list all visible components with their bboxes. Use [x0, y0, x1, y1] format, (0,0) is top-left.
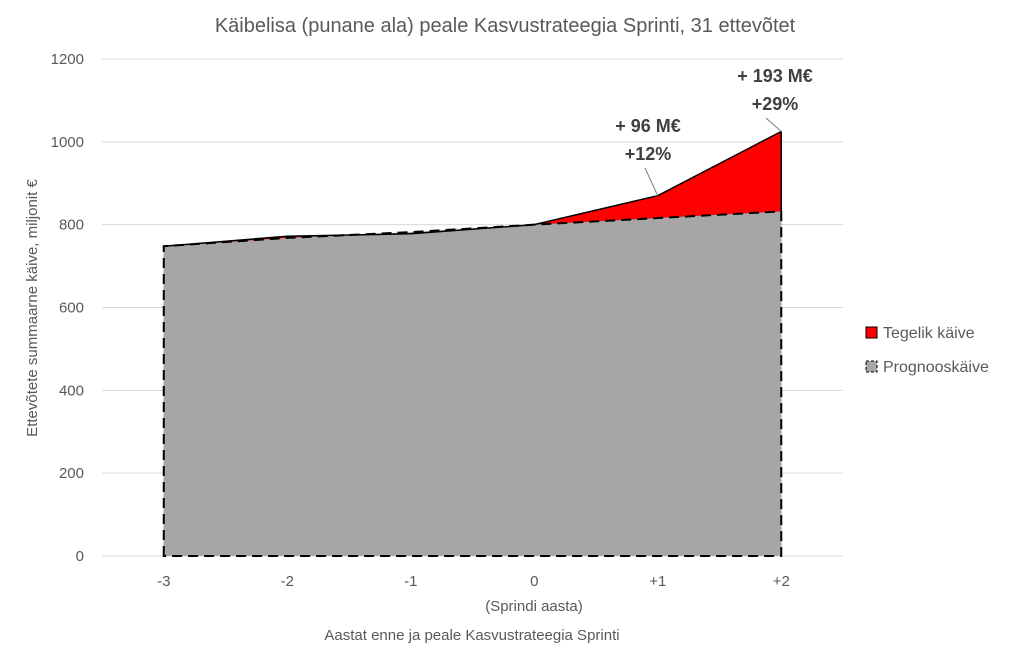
legend-swatch-forecast [865, 360, 878, 373]
x-tick-label: -3 [157, 573, 170, 590]
x-axis-ticks: -3 -2 -1 0 +1 +2 [157, 573, 790, 590]
legend-item-forecast: Prognooskäive [865, 359, 989, 376]
x-axis-label: (Sprindi aasta) [485, 598, 583, 615]
legend-item-actual: Tegelik käive [865, 325, 975, 342]
line-forecast-outline [162, 210, 783, 557]
y-tick-label: 800 [59, 217, 84, 234]
legend-label-actual: Tegelik käive [883, 325, 975, 342]
annotations: + 96 M€ +12% + 193 M€ +29% [615, 66, 813, 196]
y-tick-label: 600 [59, 300, 84, 317]
y-axis-ticks: 0 200 400 600 800 1000 1200 [51, 51, 84, 565]
x-tick-label: 0 [530, 573, 538, 590]
x-tick-label: -1 [404, 573, 417, 590]
annotation-percent: +12% [625, 144, 672, 164]
legend-label-forecast: Prognooskäive [883, 359, 989, 376]
annotation-leader-line [765, 117, 782, 132]
y-axis-label: Ettevõtete summaarne käive, miljonit € [24, 179, 41, 437]
x-tick-label: +2 [773, 573, 790, 590]
line-actual [163, 130, 782, 247]
y-tick-label: 200 [59, 465, 84, 482]
legend-swatch-actual [865, 326, 878, 339]
plot-areas [162, 130, 783, 557]
annotation-value: + 193 M€ [737, 66, 813, 86]
x-axis-label-secondary: Aastat enne ja peale Kasvustrateegia Spr… [324, 627, 619, 644]
y-tick-label: 1200 [51, 51, 84, 68]
y-tick-label: 0 [76, 548, 84, 565]
annotation-leader-line [644, 167, 659, 196]
y-tick-label: 1000 [51, 134, 84, 151]
chart-title: Käibelisa (punane ala) peale Kasvustrate… [215, 15, 796, 37]
annotation-value: + 96 M€ [615, 116, 681, 136]
area-forecast [163, 211, 782, 556]
annotation-percent: +29% [752, 94, 799, 114]
y-tick-label: 400 [59, 382, 84, 399]
legend: Tegelik käive Prognooskäive [865, 325, 989, 376]
x-tick-label: +1 [649, 573, 666, 590]
x-tick-label: -2 [281, 573, 294, 590]
